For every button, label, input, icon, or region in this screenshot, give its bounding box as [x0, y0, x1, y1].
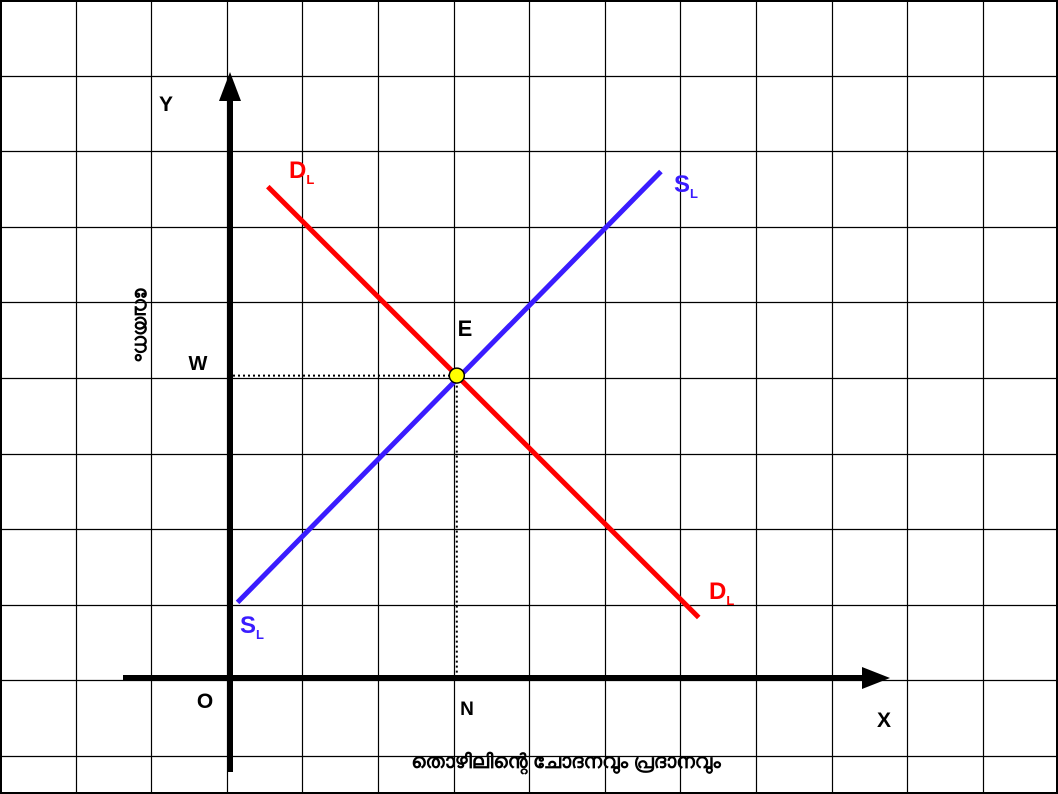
x-axis-arrowhead: [862, 667, 890, 689]
x-axis-title: തൊഴിലിന്റെ ചോദനവും പ്രദാനവും: [411, 750, 721, 775]
y-axis-title: വേതനം: [130, 287, 152, 362]
x-axis-letter: X: [877, 709, 891, 732]
demand-label-bottom: DL: [709, 578, 734, 608]
equilibrium-point: [448, 367, 466, 384]
supply-curve-line: [235, 169, 663, 605]
supply-label-bottom: SL: [240, 612, 264, 642]
y-axis-arrowhead: [219, 72, 241, 101]
demand-curve-line: [266, 184, 701, 620]
origin-label: O: [197, 690, 213, 713]
equilibrium-label: E: [458, 316, 473, 341]
y-axis-letter: Y: [159, 93, 173, 116]
demand-label-top: DL: [289, 157, 314, 187]
supply-label-top: SL: [674, 171, 698, 201]
wage-tick-label: W: [189, 353, 208, 375]
quantity-tick-label: N: [460, 699, 474, 720]
